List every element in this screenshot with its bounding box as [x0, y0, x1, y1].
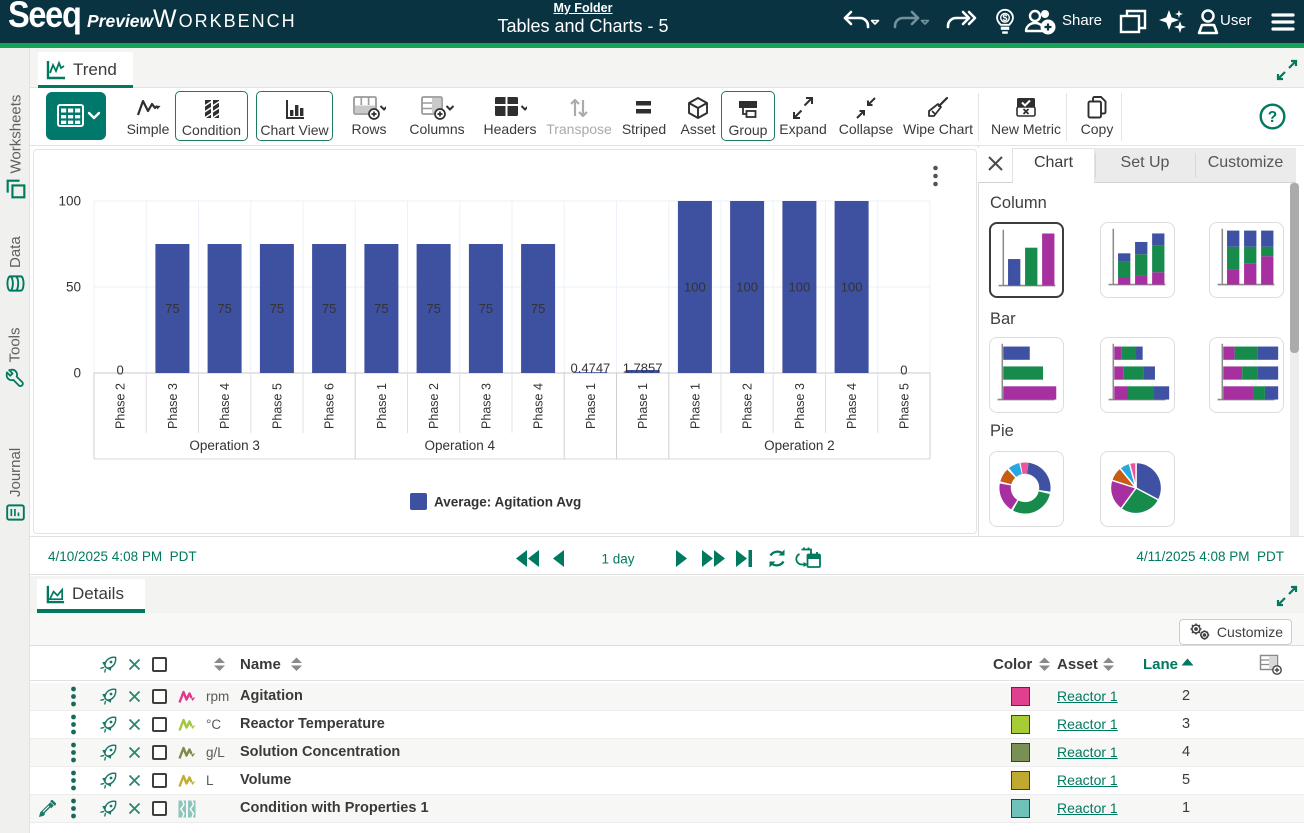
svg-text:75: 75 [426, 301, 440, 316]
svg-text:?: ? [1268, 109, 1277, 126]
svg-text:Phase 3: Phase 3 [479, 383, 493, 429]
svg-text:0: 0 [73, 366, 81, 381]
svg-text:Phase 1: Phase 1 [375, 383, 389, 429]
svg-text:Phase 2: Phase 2 [114, 383, 128, 429]
svg-text:1.7857: 1.7857 [623, 361, 663, 376]
svg-text:Phase 6: Phase 6 [323, 383, 337, 429]
svg-text:Phase 2: Phase 2 [741, 383, 755, 429]
svg-text:75: 75 [270, 301, 284, 316]
svg-text:75: 75 [322, 301, 336, 316]
svg-text:Phase 5: Phase 5 [897, 383, 911, 429]
svg-text:Phase 3: Phase 3 [166, 383, 180, 429]
svg-text:Phase 1: Phase 1 [636, 383, 650, 429]
svg-text:100: 100 [841, 280, 863, 295]
svg-text:100: 100 [684, 280, 706, 295]
svg-text:100: 100 [736, 280, 758, 295]
svg-text:Operation 2: Operation 2 [764, 438, 835, 453]
svg-text:75: 75 [531, 301, 545, 316]
svg-text:50: 50 [66, 280, 81, 295]
svg-text:100: 100 [789, 280, 811, 295]
svg-text:75: 75 [165, 301, 179, 316]
svg-text:100: 100 [58, 194, 81, 209]
svg-text:Phase 4: Phase 4 [218, 383, 232, 429]
svg-text:Operation 4: Operation 4 [425, 438, 496, 453]
svg-text:Phase 1: Phase 1 [688, 383, 702, 429]
svg-text:Average: Agitation Avg: Average: Agitation Avg [434, 495, 581, 510]
svg-text:Phase 5: Phase 5 [270, 383, 284, 429]
svg-text:0: 0 [116, 363, 123, 378]
svg-text:Phase 4: Phase 4 [845, 383, 859, 429]
svg-text:Phase 3: Phase 3 [793, 383, 807, 429]
svg-text:Phase 4: Phase 4 [532, 383, 546, 429]
svg-text:75: 75 [479, 301, 493, 316]
svg-text:Phase 1: Phase 1 [584, 383, 598, 429]
svg-text:Phase 2: Phase 2 [427, 383, 441, 429]
svg-text:$: $ [1003, 13, 1008, 23]
svg-text:Operation 3: Operation 3 [189, 438, 260, 453]
svg-text:0.4747: 0.4747 [571, 361, 611, 376]
svg-text:75: 75 [374, 301, 388, 316]
svg-text:75: 75 [217, 301, 231, 316]
svg-text:1 day: 1 day [601, 552, 634, 567]
svg-text:0: 0 [900, 363, 907, 378]
